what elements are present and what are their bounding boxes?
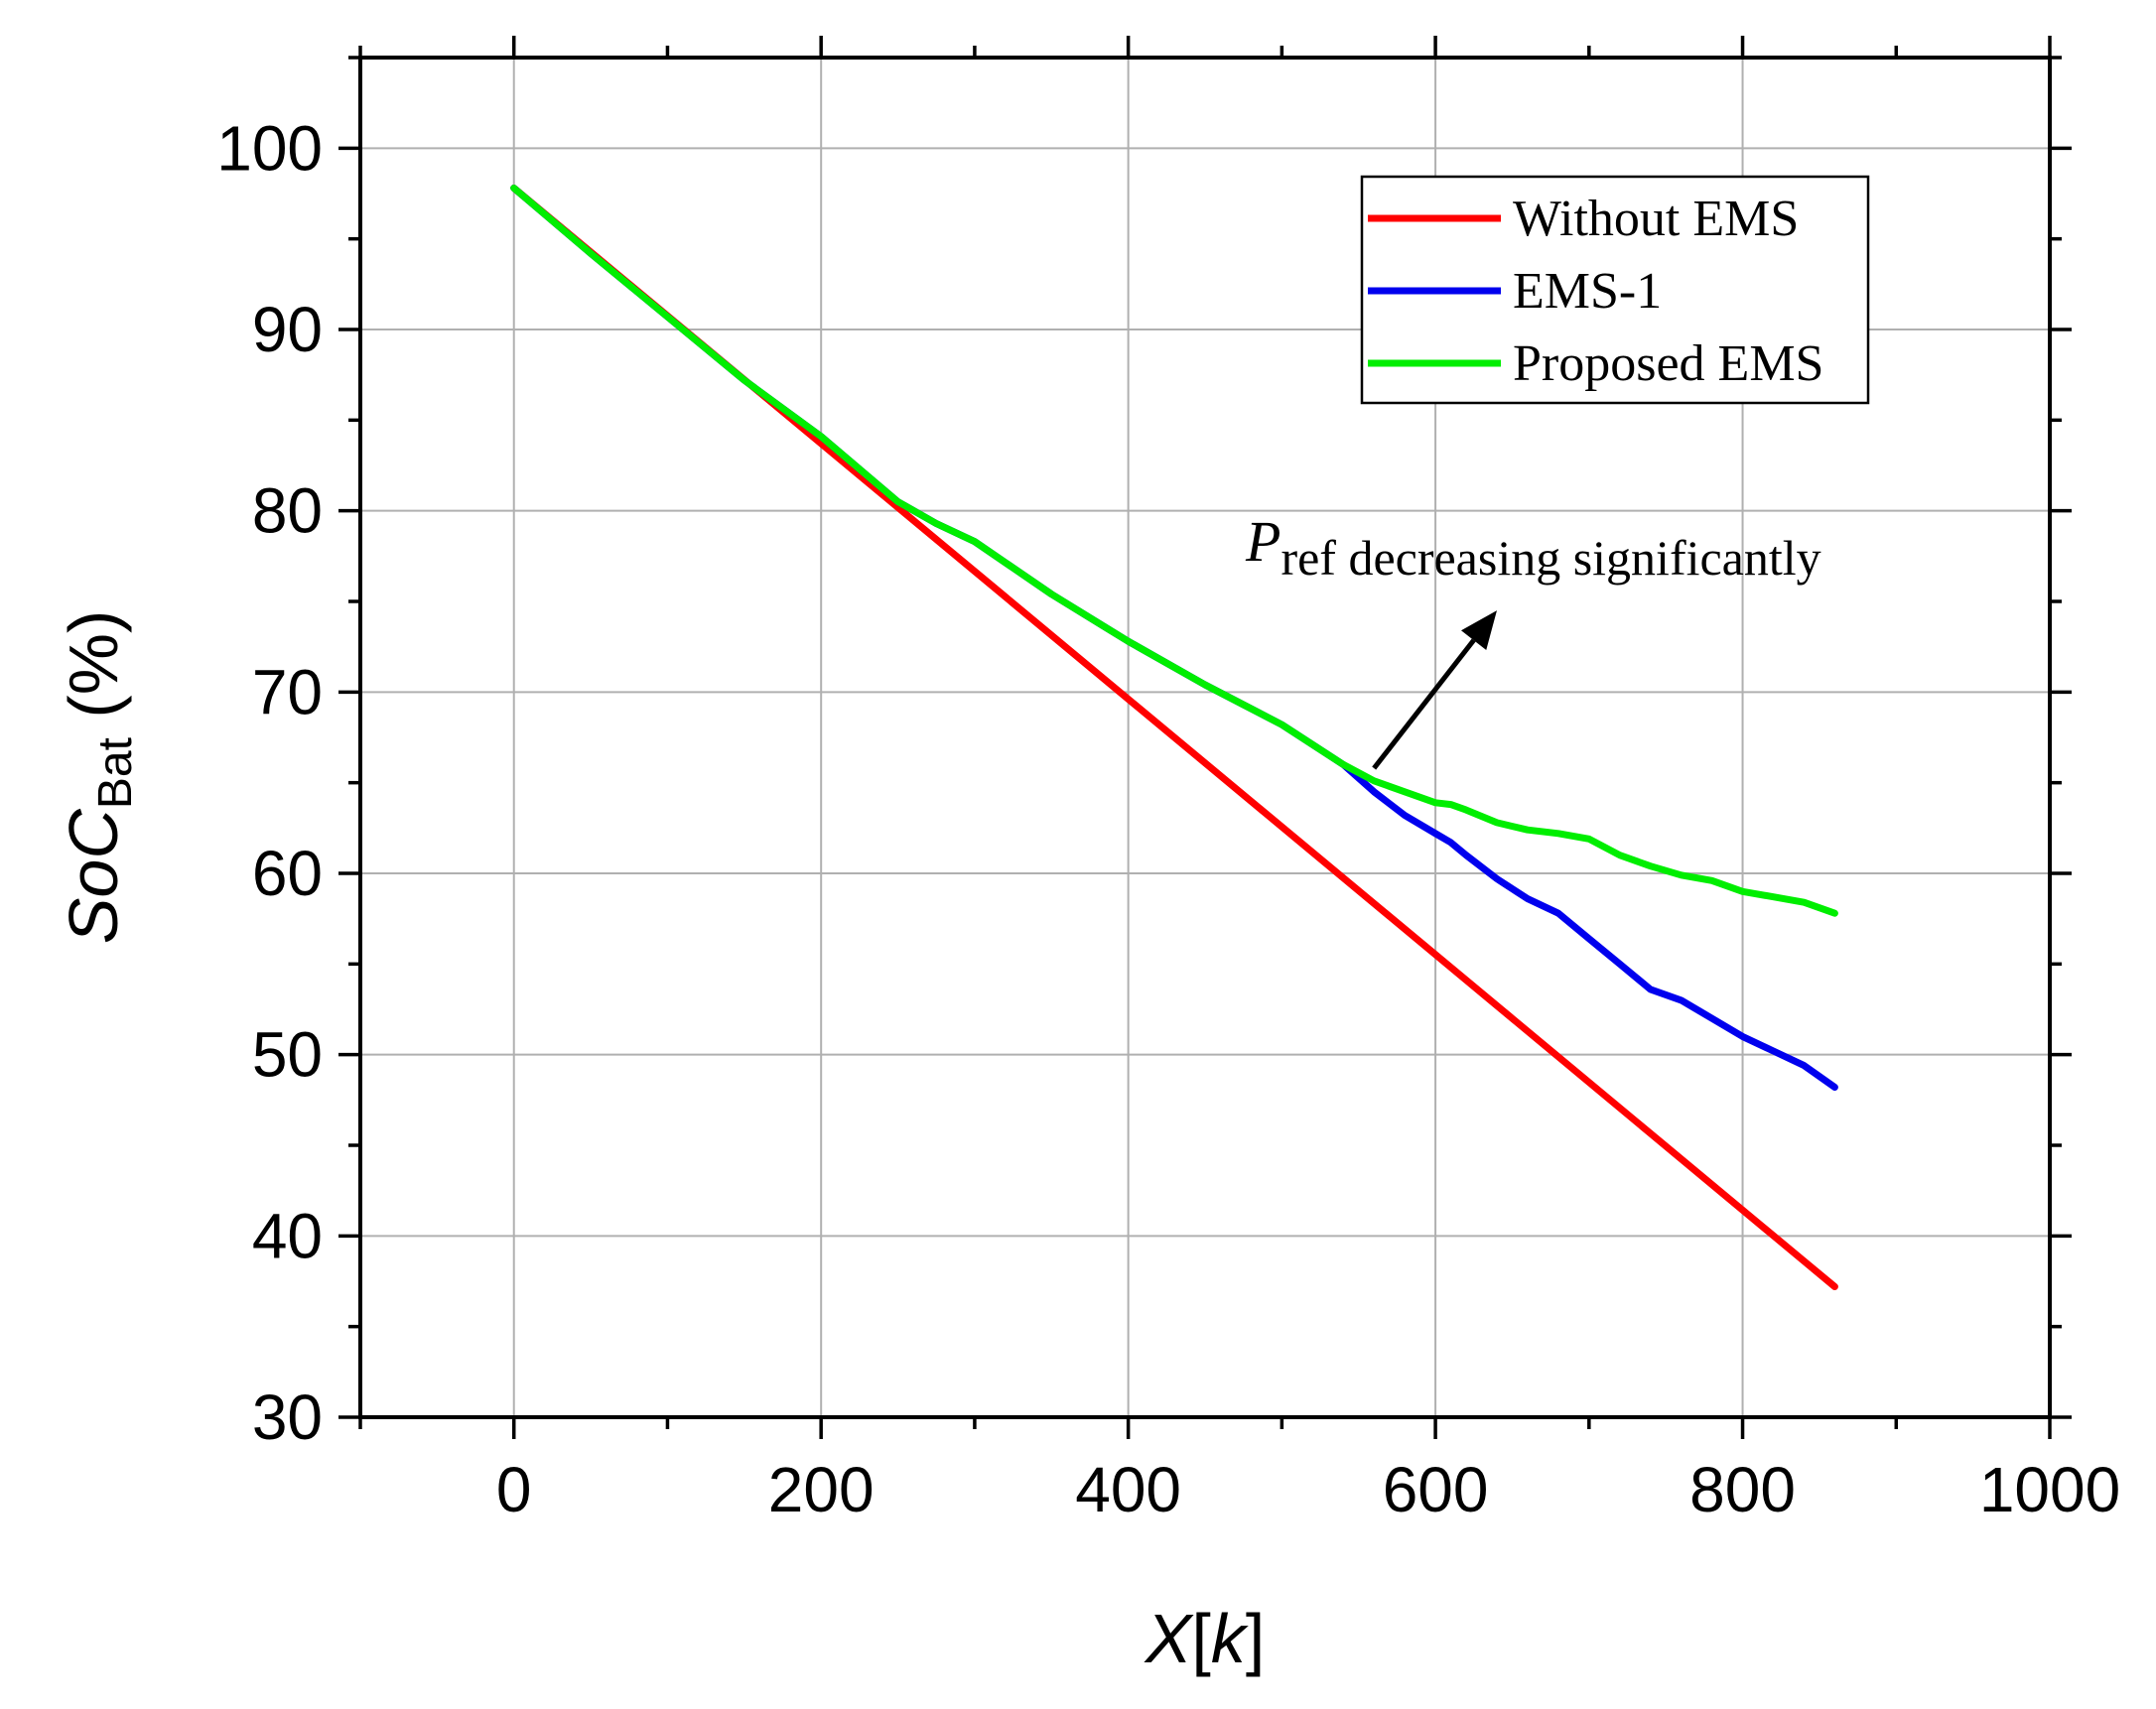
y-tick-label: 80 [252, 475, 323, 547]
tick-labels: 0 200 400 600 800 1000 30 40 50 60 70 80 90 100 [216, 112, 2120, 1525]
series-lines [510, 185, 1838, 1290]
legend: Without EMS EMS-1 Proposed EMS [1360, 175, 1870, 405]
legend-label-without-ems: Without EMS [1513, 191, 1799, 247]
y-axis-title-main: SoC [55, 809, 132, 945]
x-tick-label: 200 [768, 1454, 875, 1525]
annotation-symbol: P [1245, 509, 1280, 574]
plot-frame [358, 56, 2052, 1419]
x-tick-label: 1000 [1979, 1454, 2120, 1525]
annotation-arrow-head [1461, 610, 1497, 650]
y-tick-label: 70 [252, 656, 323, 727]
y-tick-label: 30 [252, 1381, 323, 1453]
annotation: Pref decreasing significantly [1245, 509, 1821, 770]
y-tick-label: 50 [252, 1019, 323, 1091]
x-tick-label: 400 [1075, 1454, 1181, 1525]
x-axis-title-var: k [1211, 1600, 1249, 1677]
x-axis-title-open: [ [1191, 1600, 1210, 1677]
x-axis-title-main: X [1144, 1600, 1194, 1677]
x-tick-label: 0 [496, 1454, 532, 1525]
series-line-proposed-ems [510, 185, 1838, 917]
y-axis-title-unit: (%) [55, 610, 132, 737]
y-tick-label: 100 [216, 112, 323, 184]
x-axis-title: X[k] [1144, 1600, 1266, 1677]
annotation-text: Pref decreasing significantly [1245, 509, 1821, 586]
legend-items: Without EMS EMS-1 Proposed EMS [1368, 191, 1823, 392]
axis-ticks [338, 36, 2072, 1439]
x-axis-title-close: ] [1246, 1600, 1265, 1677]
legend-label-ems-1: EMS-1 [1513, 263, 1662, 320]
y-axis-title: SoCBat (%) [55, 610, 142, 945]
y-tick-label: 90 [252, 294, 323, 365]
legend-label-proposed-ems: Proposed EMS [1513, 335, 1823, 392]
annotation-arrow-line [1372, 638, 1476, 770]
annotation-rest: decreasing significantly [1336, 530, 1821, 586]
y-tick-label: 40 [252, 1200, 323, 1271]
y-tick-label: 60 [252, 838, 323, 909]
annotation-subscript: ref [1280, 530, 1336, 586]
x-tick-label: 600 [1383, 1454, 1489, 1525]
grid-lines [360, 58, 2050, 1417]
y-axis-title-sub: Bat [89, 737, 142, 809]
x-tick-label: 800 [1689, 1454, 1796, 1525]
